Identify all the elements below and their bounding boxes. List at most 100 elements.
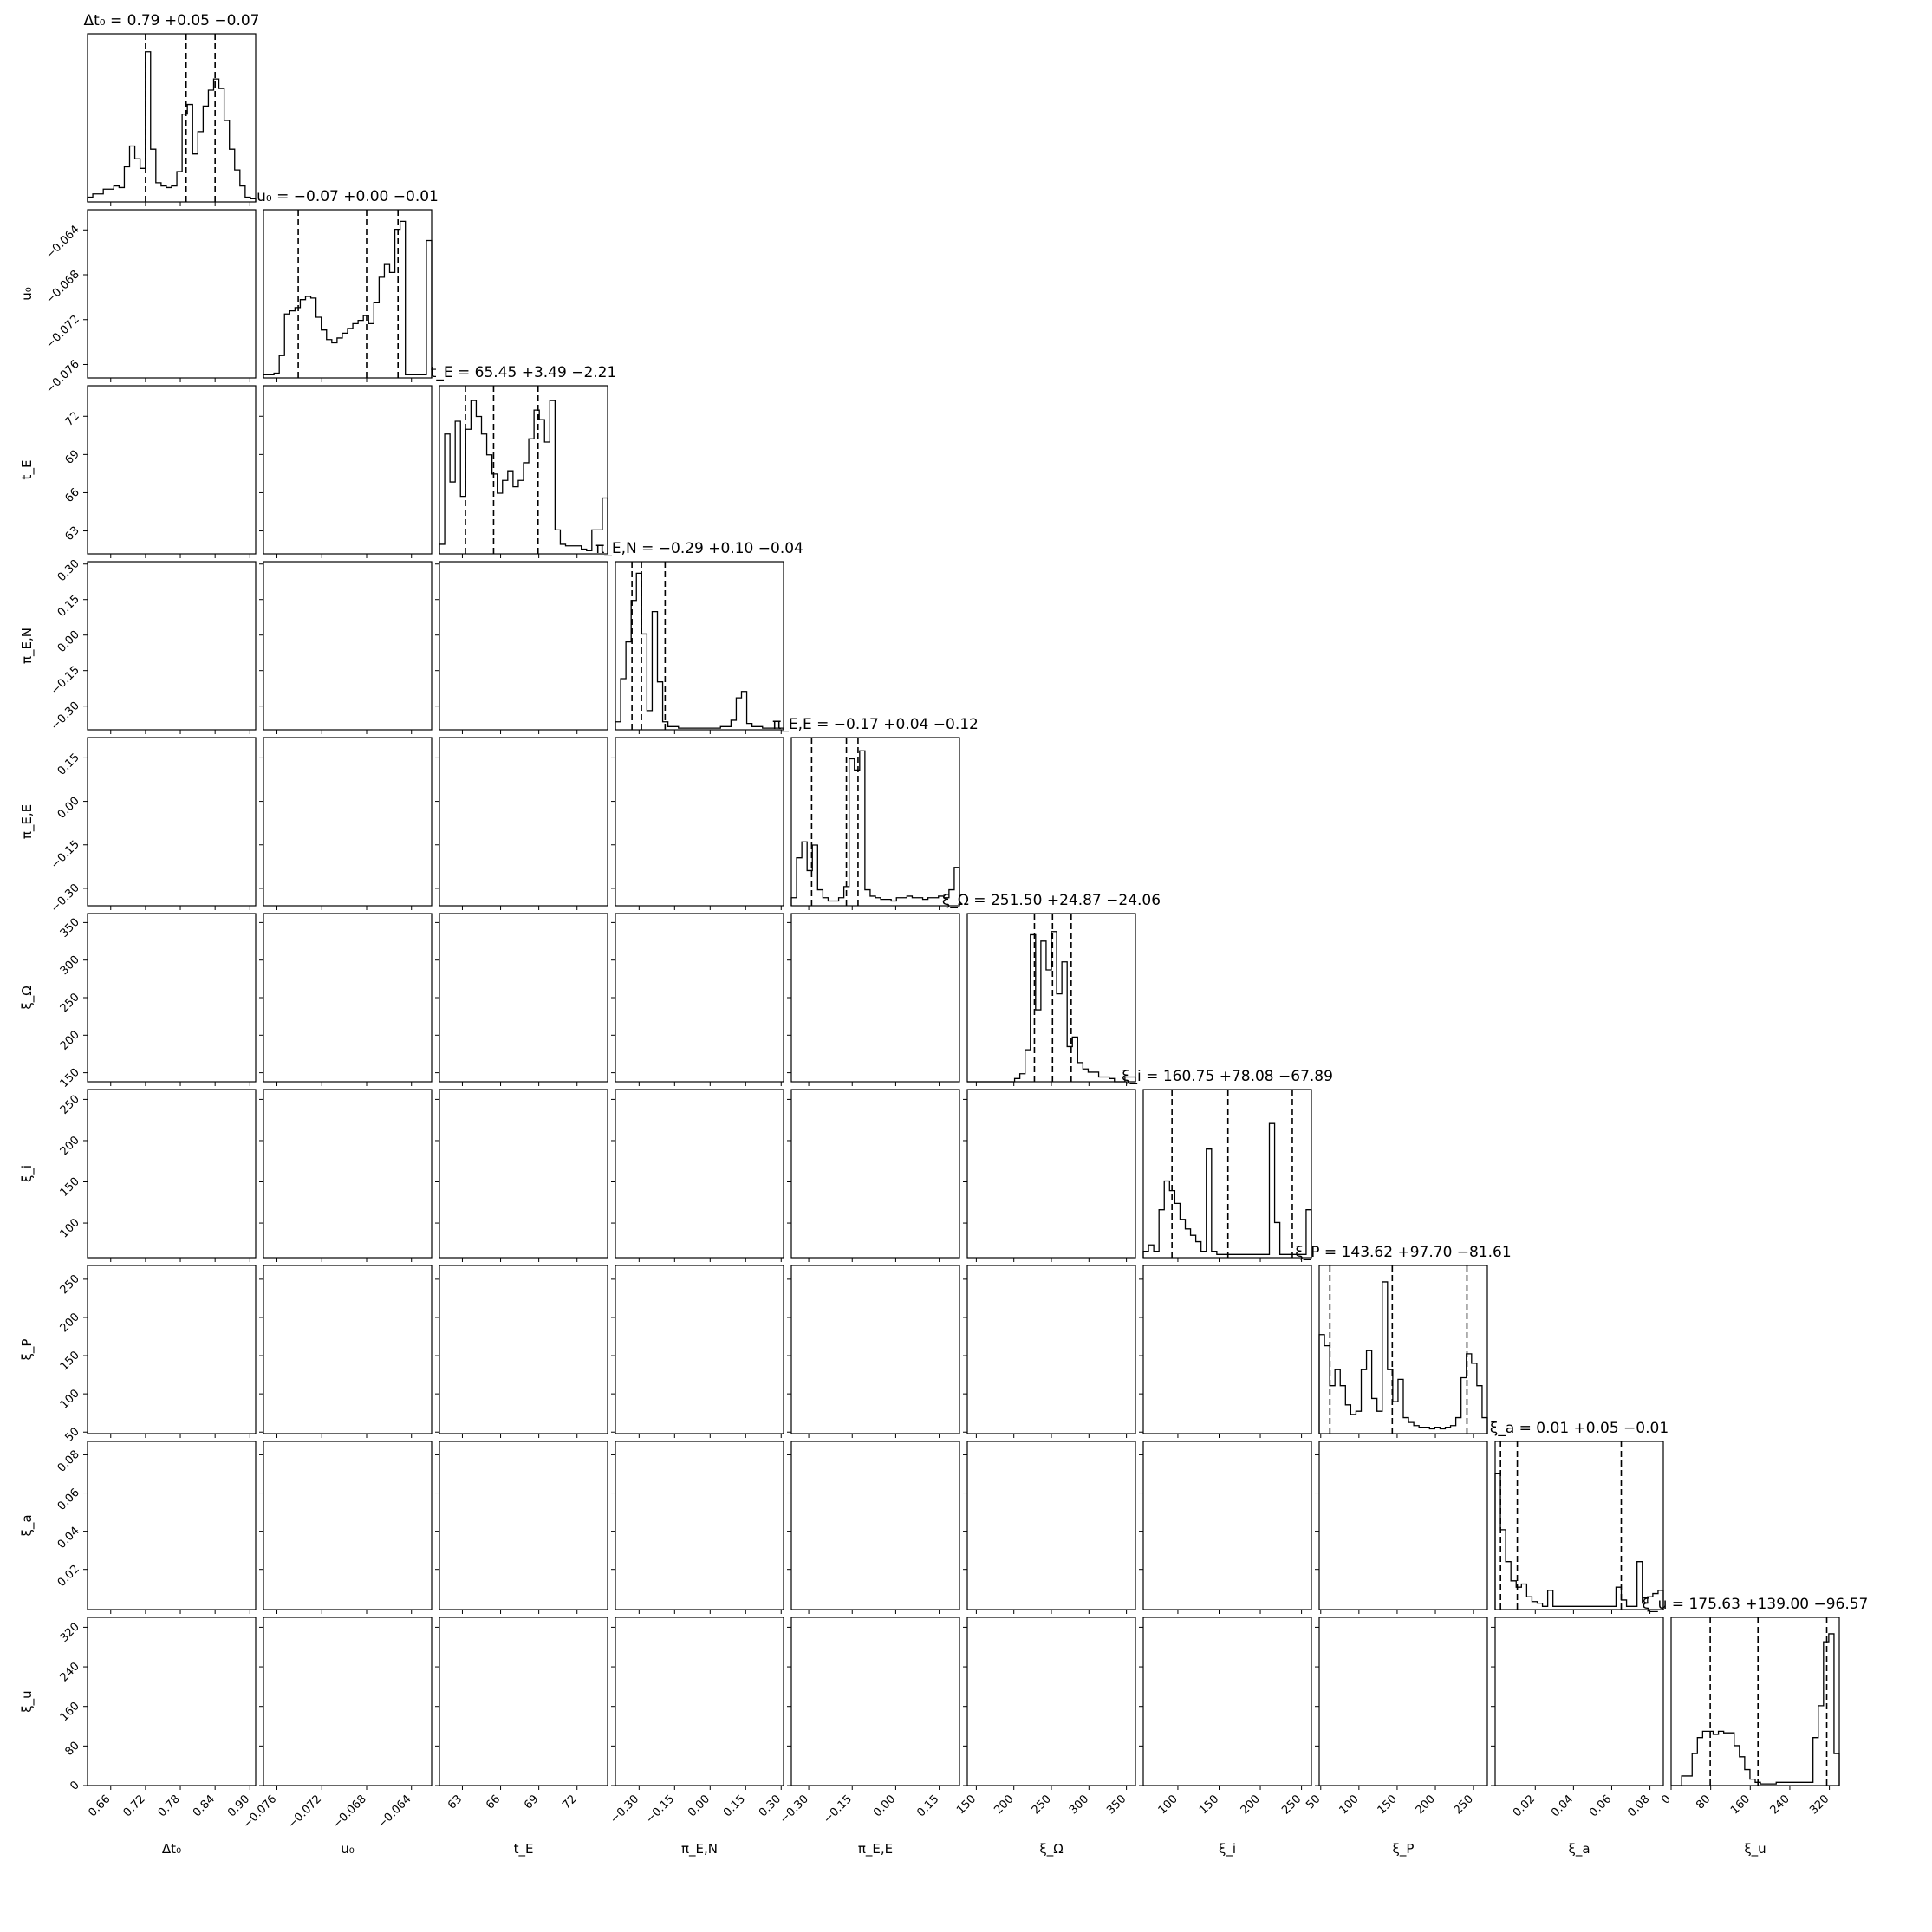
- contour-panel-piEE-vs-xii: [787, 1089, 960, 1262]
- histogram-panel-xii: ξ_i = 160.75 +78.08 −67.89: [1122, 1068, 1333, 1262]
- x-tick-label: −0.30: [608, 1792, 641, 1826]
- histogram-panel-piEE: π_E,E = −0.17 +0.04 −0.12: [772, 716, 979, 910]
- y-tick-label: 100: [58, 1216, 82, 1240]
- y-tick-label: 50: [63, 1425, 82, 1444]
- x-tick-label: 100: [1156, 1792, 1181, 1817]
- contour-panel-xiP-vs-xiu: 50 100 150 200 250: [1304, 1617, 1488, 1817]
- panel-frame: [87, 561, 257, 731]
- contour-panel-piEN-vs-piEE: [611, 737, 784, 910]
- y-tick-label: 320: [58, 1621, 82, 1645]
- panel-frame: [439, 1265, 608, 1434]
- y-tick-label: 250: [58, 1093, 82, 1117]
- x-tick-label: −0.068: [330, 1792, 369, 1831]
- panel-frame: [790, 1617, 960, 1786]
- y-tick-label: 0.04: [55, 1525, 82, 1551]
- x-tick-label: 0.06: [1587, 1792, 1614, 1819]
- contour-panel-piEE-vs-xia: [787, 1441, 960, 1614]
- contour-panel-piEE-vs-xiOmega: [787, 913, 960, 1086]
- panel-frame: [87, 1265, 257, 1434]
- x-tick-label: 250: [1279, 1792, 1304, 1817]
- histogram-panel-u0: u₀ = −0.07 +0.00 −0.01: [257, 188, 439, 382]
- contour-panel-u0-vs-xiu: −0.076 −0.072 −0.068 −0.064: [241, 1617, 433, 1831]
- x-tick-label: 0.15: [721, 1792, 748, 1819]
- panel-frame: [87, 737, 257, 907]
- contour-panel-piEN-vs-xii: [611, 1089, 784, 1262]
- panel-frame: [615, 1265, 784, 1434]
- y-tick-label: 100: [58, 1387, 82, 1411]
- panel-frame: [790, 1441, 960, 1610]
- x-axis-label-u0: u₀: [341, 1841, 355, 1857]
- contour-panel-xiOmega-vs-xia: [963, 1441, 1136, 1614]
- panel-frame: [87, 1441, 257, 1610]
- x-axis-label-piEN: π_E,N: [681, 1841, 718, 1857]
- panel-frame: [966, 1617, 1136, 1786]
- y-tick-label: 0.02: [55, 1563, 82, 1590]
- panel-title-xii: ξ_i = 160.75 +78.08 −67.89: [1122, 1068, 1333, 1085]
- y-tick-label: −0.15: [49, 664, 82, 698]
- panel-frame: [615, 1089, 784, 1259]
- x-axis-label-xiP: ξ_P: [1393, 1841, 1415, 1857]
- x-axis-label-dt0: Δt₀: [162, 1841, 181, 1857]
- panel-frame: [439, 1617, 608, 1786]
- x-tick-label: 0.00: [871, 1792, 898, 1819]
- contour-panel-xiOmega-vs-xii: [963, 1089, 1136, 1262]
- panel-frame: [790, 737, 960, 907]
- panel-title-dt0: Δt₀ = 0.79 +0.05 −0.07: [83, 12, 259, 29]
- histogram-steps: [790, 750, 960, 906]
- x-tick-label: 0.00: [686, 1792, 712, 1819]
- panel-frame: [439, 385, 608, 555]
- y-tick-label: −0.068: [43, 268, 82, 307]
- y-axis-label-piEN: π_E,N: [19, 628, 36, 664]
- y-tick-label: 0.06: [55, 1486, 82, 1513]
- contour-panel-tE-vs-xiOmega: [435, 913, 608, 1086]
- y-tick-label: −0.076: [43, 358, 82, 397]
- contour-panel-tE-vs-xii: [435, 1089, 608, 1262]
- x-tick-label: 0.02: [1511, 1792, 1538, 1819]
- contour-panel-tE-vs-piEE: [435, 737, 608, 910]
- y-axis-label-xii: ξ_i: [19, 1165, 36, 1182]
- contour-panel-xiOmega-vs-xiP: [963, 1265, 1136, 1438]
- contour-panel-xiP-vs-xia: [1315, 1441, 1488, 1614]
- x-tick-label: 69: [522, 1792, 541, 1812]
- panel-frame: [1670, 1617, 1840, 1786]
- y-tick-label: 150: [58, 1349, 82, 1373]
- panel-frame: [1142, 1089, 1312, 1259]
- contour-panel-u0-vs-xiP: [259, 1265, 433, 1438]
- contour-panel-u0-vs-xiOmega: [259, 913, 433, 1086]
- y-tick-label: 66: [63, 486, 82, 505]
- contour-panel-xia-vs-xiu: 0.02 0.04 0.06 0.08: [1491, 1617, 1664, 1819]
- contour-panel-dt0-vs-xiOmega: 150 200 250 300 350: [58, 913, 257, 1090]
- y-tick-label: 0.00: [55, 795, 82, 822]
- x-tick-label: 250: [1452, 1792, 1476, 1817]
- contour-panel-xii-vs-xiP: [1139, 1265, 1312, 1438]
- panel-frame: [87, 1617, 257, 1786]
- x-tick-label: 50: [1304, 1792, 1323, 1812]
- x-tick-label: −0.15: [821, 1792, 855, 1826]
- panel-frame: [263, 1265, 433, 1434]
- x-tick-label: 80: [1694, 1792, 1713, 1812]
- y-tick-label: 160: [58, 1700, 82, 1724]
- x-tick-label: 150: [1197, 1792, 1221, 1817]
- histogram-steps: [1318, 1281, 1488, 1434]
- contour-panel-tE-vs-xia: [435, 1441, 608, 1614]
- x-axis-label-xia: ξ_a: [1568, 1841, 1590, 1857]
- panel-frame: [263, 385, 433, 555]
- contour-panel-dt0-vs-xii: 100 150 200 250: [58, 1089, 257, 1262]
- y-tick-label: 0: [68, 1779, 81, 1792]
- panel-frame: [263, 737, 433, 907]
- y-axis-label-xiu: ξ_u: [19, 1690, 36, 1712]
- x-tick-label: 350: [1104, 1792, 1129, 1817]
- contour-panel-dt0-vs-tE: 63 66 69 72: [63, 385, 257, 558]
- x-tick-label: 320: [1807, 1792, 1831, 1817]
- histogram-steps: [87, 51, 257, 202]
- panel-frame: [790, 913, 960, 1083]
- panel-frame: [1142, 1265, 1312, 1434]
- y-tick-label: 69: [63, 448, 82, 467]
- x-tick-label: 0.78: [156, 1792, 183, 1819]
- contour-panel-piEN-vs-xiP: [611, 1265, 784, 1438]
- y-tick-label: −0.30: [49, 699, 82, 733]
- panel-frame: [263, 1617, 433, 1786]
- y-tick-label: −0.30: [49, 881, 82, 915]
